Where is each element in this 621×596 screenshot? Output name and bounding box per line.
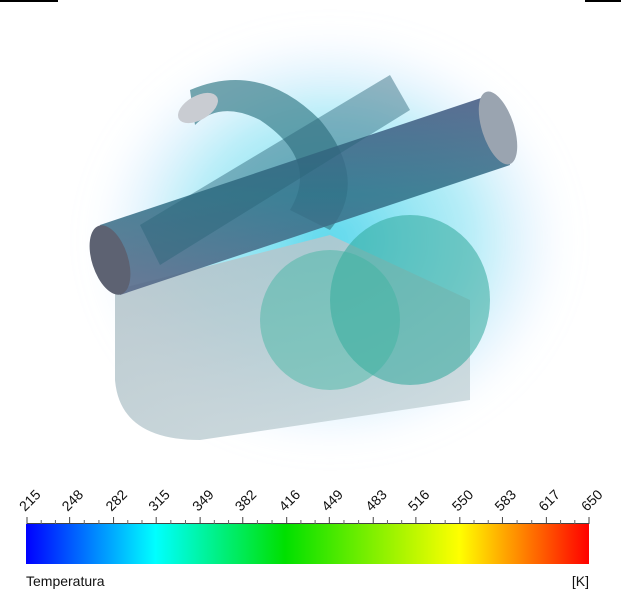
tick-label: 483 [362, 486, 390, 514]
tick-label: 382 [232, 486, 260, 514]
tick-label: 650 [578, 486, 606, 514]
tick-label: 315 [145, 486, 173, 514]
tick-label: 215 [16, 486, 44, 514]
page: Temperatura [K] 215 248 282 315 349 382 416 449… [0, 0, 621, 596]
tick-label: 449 [318, 486, 346, 514]
tick-label: 516 [405, 486, 433, 514]
tick-label: 349 [189, 486, 217, 514]
colorbar-title: Temperatura [26, 573, 105, 589]
tick-label: 550 [449, 486, 477, 514]
tick-label: 248 [58, 486, 86, 514]
tick-label: 583 [491, 486, 519, 514]
colorbar-unit: [K] [572, 573, 589, 589]
colorbar [26, 524, 589, 564]
tick-label: 416 [275, 486, 303, 514]
chart: Temperatura [K] 215 248 282 315 349 382 416 449… [0, 0, 621, 596]
tick-label: 617 [535, 486, 563, 514]
visualization [0, 1, 621, 450]
tick-label: 282 [102, 486, 130, 514]
